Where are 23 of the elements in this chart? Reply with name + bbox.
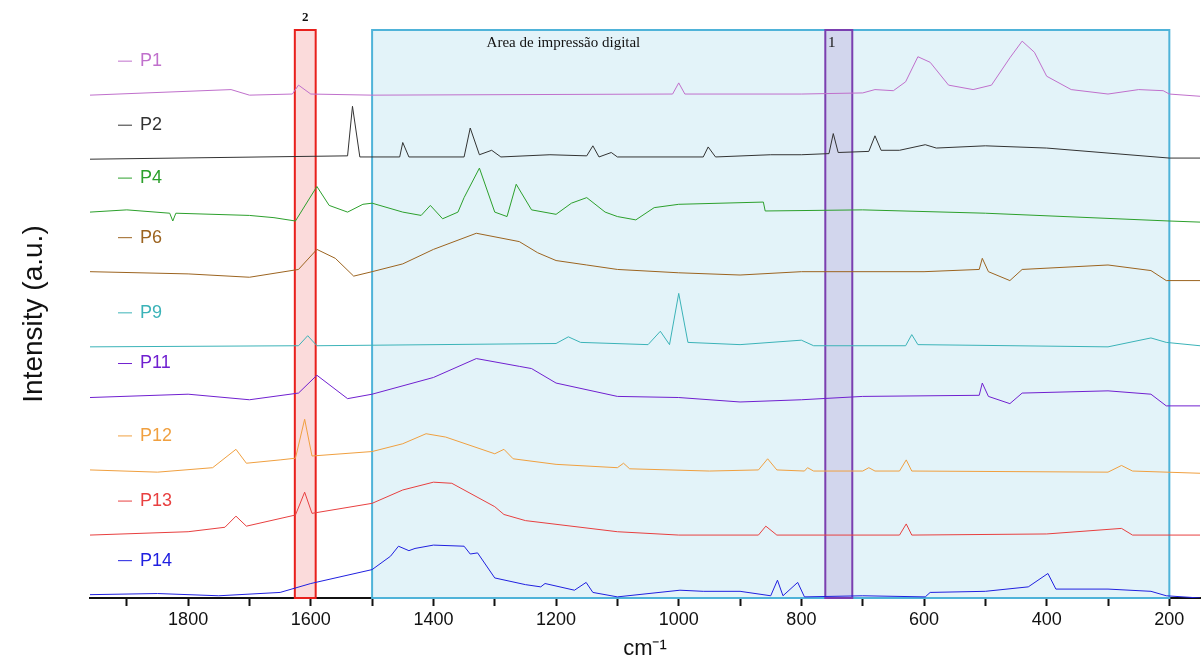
x-tick-label: 400 [1031, 608, 1062, 629]
band-label: Area de impressão digital [486, 34, 641, 51]
x-tick-label: 1800 [168, 608, 209, 629]
x-tick-label: 200 [1154, 608, 1185, 629]
legend-label: P2 [140, 114, 163, 135]
x-tick-label: 800 [786, 608, 817, 629]
legend-label: P12 [140, 424, 173, 445]
band-label: 1 [828, 34, 836, 51]
legend-label: P9 [140, 301, 163, 322]
legend-label: P1 [140, 50, 163, 71]
x-tick-label: 600 [909, 608, 940, 629]
legend-label: P14 [140, 549, 173, 570]
legend-label: P4 [140, 167, 163, 188]
y-axis-title: Intensity (a.u.) [16, 225, 48, 403]
x-axis-title: cm⁻¹ [623, 634, 667, 660]
legend-label: P11 [140, 352, 171, 373]
band-label: 2 [302, 8, 309, 24]
x-tick-label: 1400 [413, 608, 454, 629]
legend-label: P6 [140, 226, 163, 247]
legend-label: P13 [140, 490, 173, 511]
x-tick-label: 1600 [290, 608, 331, 629]
x-tick-label: 1000 [658, 608, 699, 629]
x-tick-label: 1200 [536, 608, 577, 629]
